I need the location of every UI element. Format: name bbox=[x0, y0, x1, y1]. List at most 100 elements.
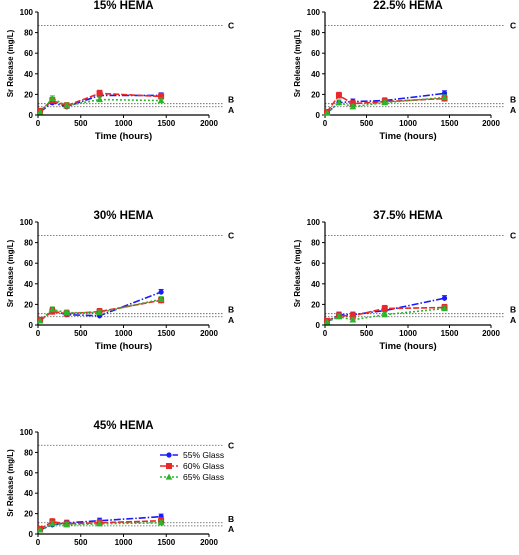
y-axis-label: Sr Release (mg/L) bbox=[6, 449, 15, 517]
data-point bbox=[441, 295, 448, 301]
x-tick-label: 500 bbox=[74, 538, 88, 547]
y-tick-label: 40 bbox=[24, 280, 33, 289]
y-tick-label: 0 bbox=[29, 321, 34, 330]
data-point bbox=[158, 289, 164, 295]
y-tick-label: 100 bbox=[20, 8, 34, 17]
reference-label-B: B bbox=[510, 305, 516, 315]
y-tick-label: 60 bbox=[24, 469, 33, 478]
y-tick-label: 40 bbox=[24, 70, 33, 79]
data-point bbox=[349, 316, 357, 323]
x-tick-label: 1500 bbox=[157, 538, 175, 547]
y-axis-label: Sr Release (mg/L) bbox=[293, 239, 302, 307]
reference-label-A: A bbox=[228, 105, 234, 115]
x-tick-label: 1000 bbox=[399, 119, 417, 128]
legend-label: 55% Glass bbox=[183, 450, 224, 460]
x-tick-label: 500 bbox=[360, 119, 374, 128]
y-tick-label: 100 bbox=[307, 8, 321, 17]
x-axis-label: Time (hours) bbox=[95, 341, 152, 352]
x-tick-label: 500 bbox=[360, 329, 374, 338]
y-tick-label: 80 bbox=[311, 29, 320, 38]
reference-label-C: C bbox=[510, 20, 516, 30]
y-tick-label: 0 bbox=[316, 321, 321, 330]
reference-label-C: C bbox=[228, 440, 234, 450]
data-point bbox=[96, 90, 103, 97]
data-point bbox=[63, 102, 71, 109]
series-65-glass bbox=[36, 295, 165, 324]
y-tick-label: 40 bbox=[24, 489, 33, 498]
y-tick-label: 100 bbox=[20, 218, 34, 227]
reference-label-A: A bbox=[228, 315, 234, 325]
data-point bbox=[349, 103, 357, 110]
data-point bbox=[96, 96, 103, 103]
y-tick-label: 0 bbox=[316, 111, 321, 120]
data-point bbox=[96, 520, 103, 527]
reference-label-C: C bbox=[510, 230, 516, 240]
reference-label-A: A bbox=[510, 315, 516, 325]
reference-label-B: B bbox=[228, 514, 234, 524]
y-tick-label: 60 bbox=[311, 259, 320, 268]
reference-label-B: B bbox=[510, 95, 516, 105]
y-tick-label: 60 bbox=[24, 259, 33, 268]
y-tick-label: 20 bbox=[24, 300, 33, 309]
data-point bbox=[157, 97, 165, 104]
x-tick-label: 0 bbox=[36, 538, 41, 547]
series-line bbox=[39, 94, 162, 113]
x-tick-label: 2000 bbox=[200, 538, 218, 547]
reference-label-C: C bbox=[228, 230, 234, 240]
y-tick-label: 20 bbox=[24, 510, 33, 519]
reference-label-A: A bbox=[228, 524, 234, 534]
series-65-glass bbox=[323, 94, 448, 116]
data-point bbox=[48, 95, 56, 102]
chart-title: 30% HEMA bbox=[93, 210, 153, 222]
legend-marker bbox=[166, 452, 172, 458]
x-tick-label: 1500 bbox=[441, 329, 459, 338]
y-tick-label: 0 bbox=[29, 530, 34, 539]
x-axis-label: Time (hours) bbox=[379, 131, 436, 142]
y-tick-label: 40 bbox=[311, 280, 320, 289]
data-point bbox=[335, 99, 343, 106]
data-point bbox=[63, 309, 71, 316]
legend-marker bbox=[166, 463, 172, 469]
chart-title: 22.5% HEMA bbox=[373, 0, 443, 12]
y-tick-label: 20 bbox=[311, 90, 320, 99]
chart-title: 37.5% HEMA bbox=[373, 210, 443, 222]
legend-label: 60% Glass bbox=[183, 461, 224, 471]
x-tick-label: 2000 bbox=[482, 329, 500, 338]
data-point bbox=[441, 305, 448, 312]
series-65-glass bbox=[36, 519, 165, 533]
y-tick-label: 80 bbox=[24, 29, 33, 38]
y-tick-label: 0 bbox=[29, 111, 34, 120]
x-tick-label: 0 bbox=[323, 119, 328, 128]
x-tick-label: 500 bbox=[74, 329, 88, 338]
data-point bbox=[158, 93, 165, 100]
reference-label-B: B bbox=[228, 95, 234, 105]
y-axis-label: Sr Release (mg/L) bbox=[6, 29, 15, 97]
x-tick-label: 1000 bbox=[399, 329, 417, 338]
y-axis-label: Sr Release (mg/L) bbox=[6, 239, 15, 307]
y-tick-label: 20 bbox=[311, 300, 320, 309]
x-tick-label: 0 bbox=[323, 329, 328, 338]
chart-title: 45% HEMA bbox=[93, 420, 153, 432]
series-65-glass bbox=[36, 95, 165, 115]
x-tick-label: 1500 bbox=[157, 329, 175, 338]
series-line bbox=[326, 307, 445, 323]
x-tick-label: 2000 bbox=[482, 119, 500, 128]
data-point bbox=[335, 313, 343, 320]
data-point bbox=[36, 526, 44, 533]
series-line bbox=[39, 92, 162, 112]
x-axis-label: Time (hours) bbox=[95, 131, 152, 142]
y-tick-label: 80 bbox=[24, 239, 33, 248]
data-point bbox=[96, 309, 103, 316]
y-tick-label: 80 bbox=[311, 239, 320, 248]
chart-title: 15% HEMA bbox=[93, 0, 153, 12]
data-point bbox=[48, 520, 56, 527]
data-point bbox=[441, 94, 448, 101]
chart-panel-5: 45% HEMACBA0204060801000500100015002000T… bbox=[6, 420, 234, 555]
y-axis-label: Sr Release (mg/L) bbox=[293, 29, 302, 97]
x-axis-label: Time (hours) bbox=[379, 341, 436, 352]
